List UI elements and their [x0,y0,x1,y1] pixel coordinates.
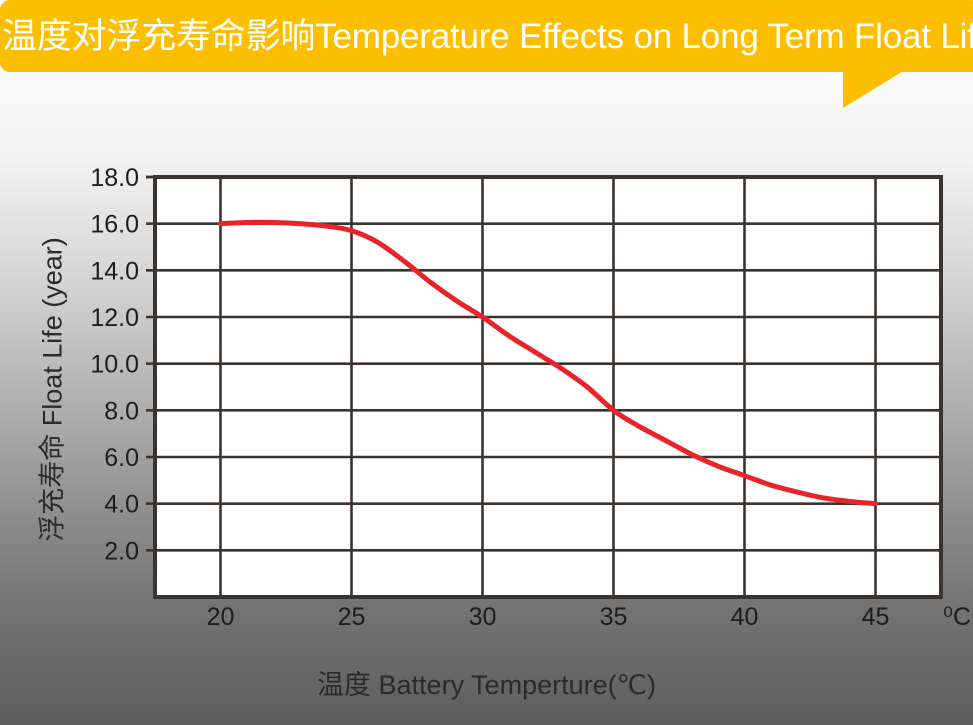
y-axis-title: 浮充寿命 Float Life (year) [37,237,68,542]
page-title: 温度对浮充寿命影响Temperature Effects on Long Ter… [2,16,973,56]
x-axis-title: 温度 Battery Temperture(℃) [317,670,656,700]
title-banner: 温度对浮充寿命影响Temperature Effects on Long Ter… [0,0,973,72]
banner-tail-decoration [843,70,905,108]
